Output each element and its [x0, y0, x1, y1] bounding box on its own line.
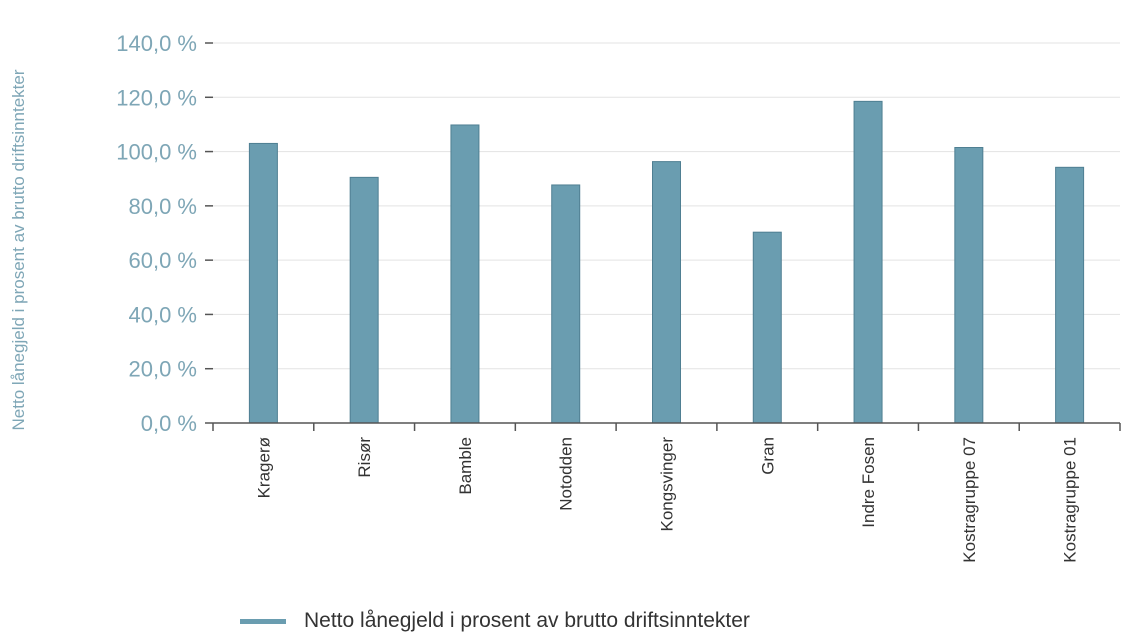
y-axis-label: Netto lånegjeld i prosent av brutto drif…	[9, 69, 28, 430]
x-tick-label: Risør	[355, 437, 374, 478]
bar	[752, 231, 782, 424]
x-tick-label: Kostragruppe 01	[1061, 437, 1080, 563]
y-tick-label: 80,0 %	[129, 194, 198, 219]
y-tick-label: 20,0 %	[129, 357, 198, 382]
bar	[248, 142, 278, 424]
bar	[551, 184, 581, 424]
y-tick-label: 120,0 %	[116, 85, 197, 110]
bar	[652, 161, 681, 424]
bars	[248, 100, 1085, 424]
y-tick-label: 100,0 %	[116, 140, 197, 165]
y-tick-label: 140,0 %	[116, 31, 197, 56]
y-tick-label: 60,0 %	[129, 248, 198, 273]
y-tick-label: 0,0 %	[141, 411, 197, 436]
y-tick-label: 40,0 %	[129, 302, 198, 327]
bar-chart: 0,0 % 20,0 % 40,0 % 60,0 % 80,0 % 100,0 % 120,…	[9, 31, 1121, 563]
x-axis-ticks: Kragerø Risør Bamble Notodden Kongsvinger Gra…	[212, 423, 1121, 563]
bar	[450, 124, 480, 424]
x-tick-label: Kragerø	[254, 437, 273, 498]
x-tick-label: Notodden	[557, 437, 576, 511]
x-tick-label: Kongsvinger	[658, 437, 677, 532]
bar	[349, 176, 379, 424]
bar	[954, 147, 984, 424]
x-tick-label: Bamble	[456, 437, 475, 495]
x-tick-label: Indre Fosen	[859, 437, 878, 528]
legend-swatch	[240, 618, 286, 624]
legend-label: Netto lånegjeld i prosent av brutto drif…	[304, 609, 750, 632]
x-tick-label: Gran	[758, 437, 777, 475]
bar	[1055, 166, 1085, 424]
y-axis-ticks: 0,0 % 20,0 % 40,0 % 60,0 % 80,0 % 100,0 % 120,…	[116, 31, 213, 436]
legend: Netto lånegjeld i prosent av brutto drif…	[240, 606, 750, 636]
bar	[853, 100, 883, 424]
x-tick-label: Kostragruppe 07	[960, 437, 979, 563]
